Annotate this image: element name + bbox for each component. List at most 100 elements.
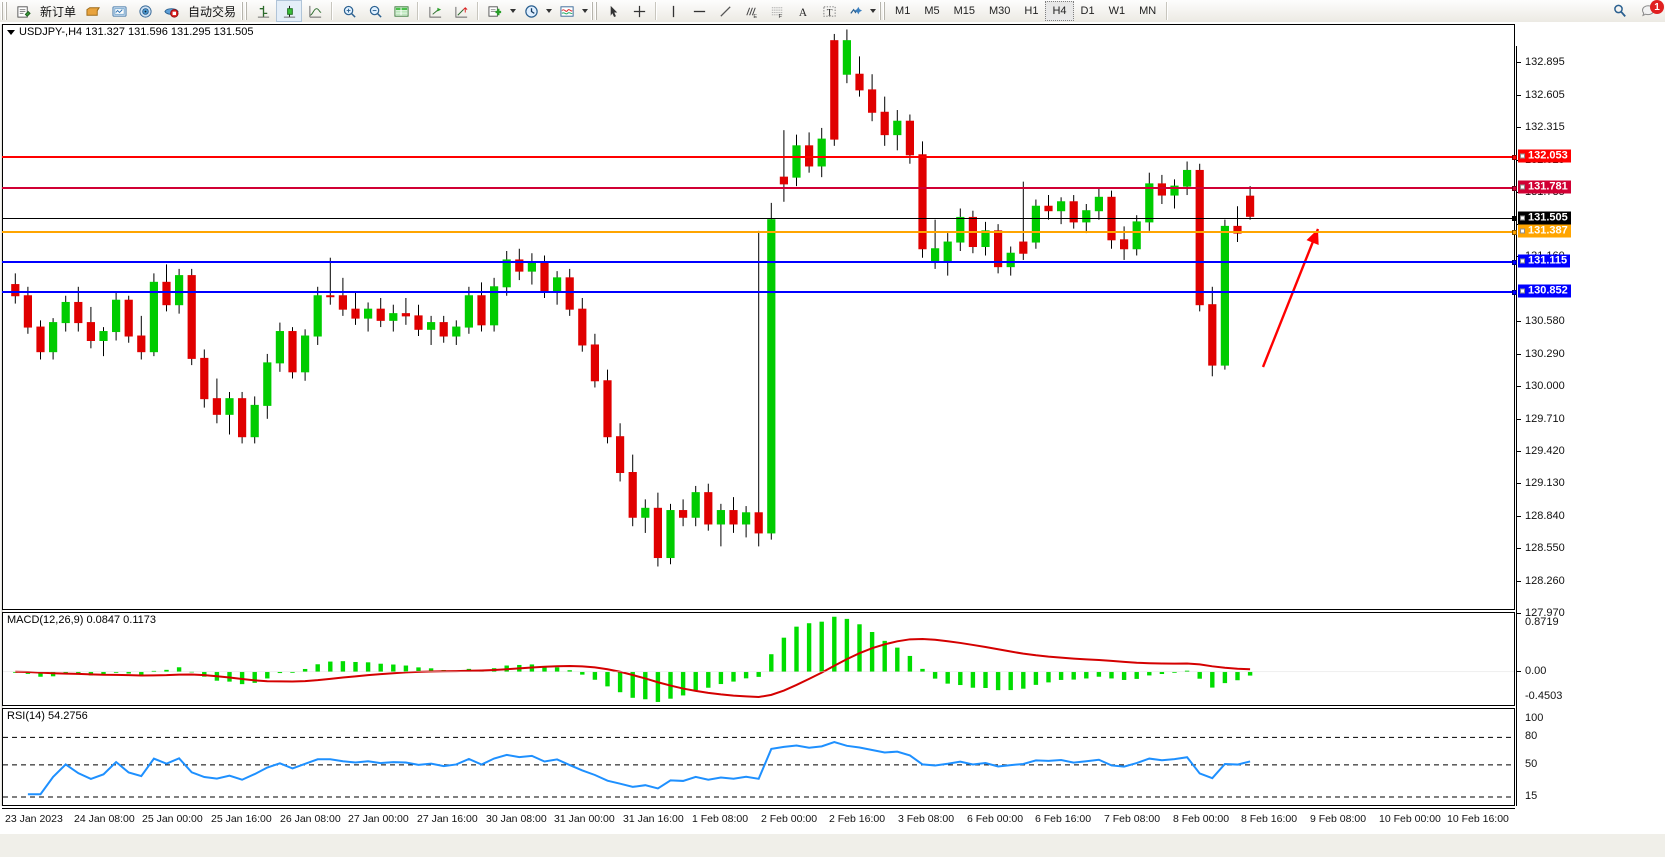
timeframe-m5[interactable]: M5: [924, 5, 940, 17]
auto-trading-label[interactable]: 自动交易: [188, 4, 237, 19]
elliott-wave-icon[interactable]: E: [738, 0, 764, 22]
level-tag-resistance-1[interactable]: 132.053: [1518, 149, 1571, 163]
time-tick-label: 27 Jan 16:00: [417, 813, 478, 825]
timeframe-h4[interactable]: H4: [1045, 1, 1074, 21]
auto-trading-icon[interactable]: [158, 0, 184, 22]
level-tag-current-price[interactable]: 131.505: [1518, 211, 1571, 225]
templates-icon[interactable]: [554, 0, 580, 22]
line-chart-icon[interactable]: [302, 0, 328, 22]
time-tick-label: 30 Jan 08:00: [486, 813, 547, 825]
timeframe-group: M1 M5 M15 M30 H1 H4 D1 W1 MN: [888, 1, 1163, 21]
macd-pane[interactable]: MACD(12,26,9) 0.0847 0.1173: [2, 612, 1515, 706]
text-icon[interactable]: A: [790, 0, 816, 22]
price-tick-label: 129.420: [1525, 444, 1565, 457]
level-handle[interactable]: [1512, 215, 1517, 221]
level-tag-label: 130.852: [1528, 284, 1568, 297]
svg-text:E: E: [753, 14, 757, 19]
timeframe-d1[interactable]: D1: [1080, 5, 1095, 17]
price-pane-title-text: USDJPY-,H4 131.327 131.596 131.295 131.5…: [19, 26, 254, 38]
price-pane[interactable]: USDJPY-,H4 131.327 131.596 131.295 131.5…: [2, 24, 1515, 610]
add-indicator-caret-icon[interactable]: [510, 9, 517, 13]
price-tick-label: 130.580: [1525, 315, 1565, 328]
level-tag-pivot[interactable]: 131.387: [1518, 224, 1571, 238]
time-tick-label: 10 Feb 00:00: [1379, 813, 1441, 825]
shapes-caret-icon[interactable]: [870, 9, 877, 13]
timeframe-m15[interactable]: M15: [953, 5, 975, 17]
price-tick-label: 127.970: [1525, 607, 1565, 620]
toolbar-separator-4: [655, 2, 658, 20]
level-tag-label: 132.053: [1528, 149, 1568, 162]
toolbar-grip-4[interactable]: [879, 2, 887, 20]
zoom-in-icon[interactable]: [336, 0, 362, 22]
toolbar-grip-2[interactable]: [241, 2, 249, 20]
search-icon[interactable]: [1607, 0, 1633, 22]
new-order-icon[interactable]: [10, 0, 36, 22]
trendline-icon[interactable]: [712, 0, 738, 22]
time-tick-label: 9 Feb 08:00: [1310, 813, 1367, 825]
level-tag-support-1[interactable]: 131.115: [1518, 254, 1571, 268]
hline-icon[interactable]: [686, 0, 712, 22]
level-handle[interactable]: [1512, 155, 1517, 161]
crosshair-icon[interactable]: [626, 0, 652, 22]
time-tick-label: 24 Jan 08:00: [74, 813, 135, 825]
new-order-label[interactable]: 新订单: [40, 4, 77, 19]
price-tick: [1517, 353, 1521, 355]
terminal-icon[interactable]: [106, 0, 132, 22]
time-axis[interactable]: 23 Jan 2023 24 Jan 08:00 25 Jan 00:00 25 Ja…: [2, 808, 1515, 835]
data-window-icon[interactable]: [388, 0, 414, 22]
auto-scroll-icon[interactable]: [422, 0, 448, 22]
bar-chart-icon[interactable]: [250, 0, 276, 22]
macd-tick-label: 0.00: [1525, 664, 1547, 677]
time-tick-label: 25 Jan 16:00: [211, 813, 272, 825]
templates-caret-icon[interactable]: [582, 9, 589, 13]
zoom-out-icon[interactable]: [362, 0, 388, 22]
level-line-support-1[interactable]: [2, 260, 1517, 266]
period-caret-icon[interactable]: [546, 9, 553, 13]
toolbar-separator-3: [477, 2, 480, 20]
fibonacci-icon[interactable]: F: [764, 0, 790, 22]
level-line-current-price[interactable]: [2, 215, 1517, 221]
level-handle[interactable]: [1512, 229, 1517, 235]
price-tick-label: 129.710: [1525, 412, 1565, 425]
chart-shift-icon[interactable]: [448, 0, 474, 22]
toolbar-grip-3[interactable]: [591, 2, 599, 20]
candlestick-chart-icon[interactable]: [276, 0, 303, 22]
time-tick-label: 2 Feb 00:00: [761, 813, 818, 825]
level-tag-resistance-2[interactable]: 131.781: [1518, 180, 1571, 194]
rsi-pane-title: RSI(14) 54.2756: [7, 710, 88, 722]
vline-icon[interactable]: [660, 0, 686, 22]
status-bar: [0, 834, 1665, 857]
timeframe-w1[interactable]: W1: [1108, 5, 1126, 17]
symbol-caret-icon[interactable]: [7, 29, 15, 35]
level-line-resistance-2[interactable]: [2, 185, 1517, 191]
timeframe-m1[interactable]: M1: [895, 5, 911, 17]
timeframe-mn[interactable]: MN: [1139, 5, 1157, 17]
left-scroll-rail[interactable]: [0, 24, 3, 806]
signal-icon[interactable]: [132, 0, 158, 22]
toolbar-grip[interactable]: [1, 2, 8, 20]
level-handle[interactable]: [1512, 185, 1517, 191]
chart-area[interactable]: USDJPY-,H4 131.327 131.596 131.295 131.5…: [0, 22, 1665, 857]
briefcase-icon[interactable]: [80, 0, 106, 22]
annotation-layer[interactable]: [3, 25, 1514, 609]
level-tag-label: 131.505: [1528, 211, 1568, 224]
notification-icon[interactable]: 1: [1633, 0, 1665, 22]
level-line-pivot[interactable]: [2, 229, 1517, 235]
level-handle[interactable]: [1512, 260, 1517, 266]
macd-series: [3, 616, 1514, 702]
level-tag-support-2[interactable]: 130.852: [1518, 284, 1571, 298]
level-tag-knob: [1520, 228, 1525, 234]
timeframe-m30[interactable]: M30: [989, 5, 1011, 17]
price-axis[interactable]: 132.895132.605132.315132.025131.735131.4…: [1517, 46, 1665, 806]
level-line-resistance-1[interactable]: [2, 155, 1517, 161]
level-handle[interactable]: [1512, 289, 1517, 295]
cursor-icon[interactable]: [600, 0, 626, 22]
label-icon[interactable]: T: [816, 0, 842, 22]
timeframe-h1[interactable]: H1: [1024, 5, 1039, 17]
rsi-pane[interactable]: RSI(14) 54.2756: [2, 708, 1515, 806]
level-line-support-2[interactable]: [2, 289, 1517, 295]
macd-pane-title: MACD(12,26,9) 0.0847 0.1173: [7, 614, 156, 626]
add-indicator-icon[interactable]: [482, 0, 508, 22]
shapes-icon[interactable]: [842, 0, 868, 22]
period-icon[interactable]: [518, 0, 544, 22]
